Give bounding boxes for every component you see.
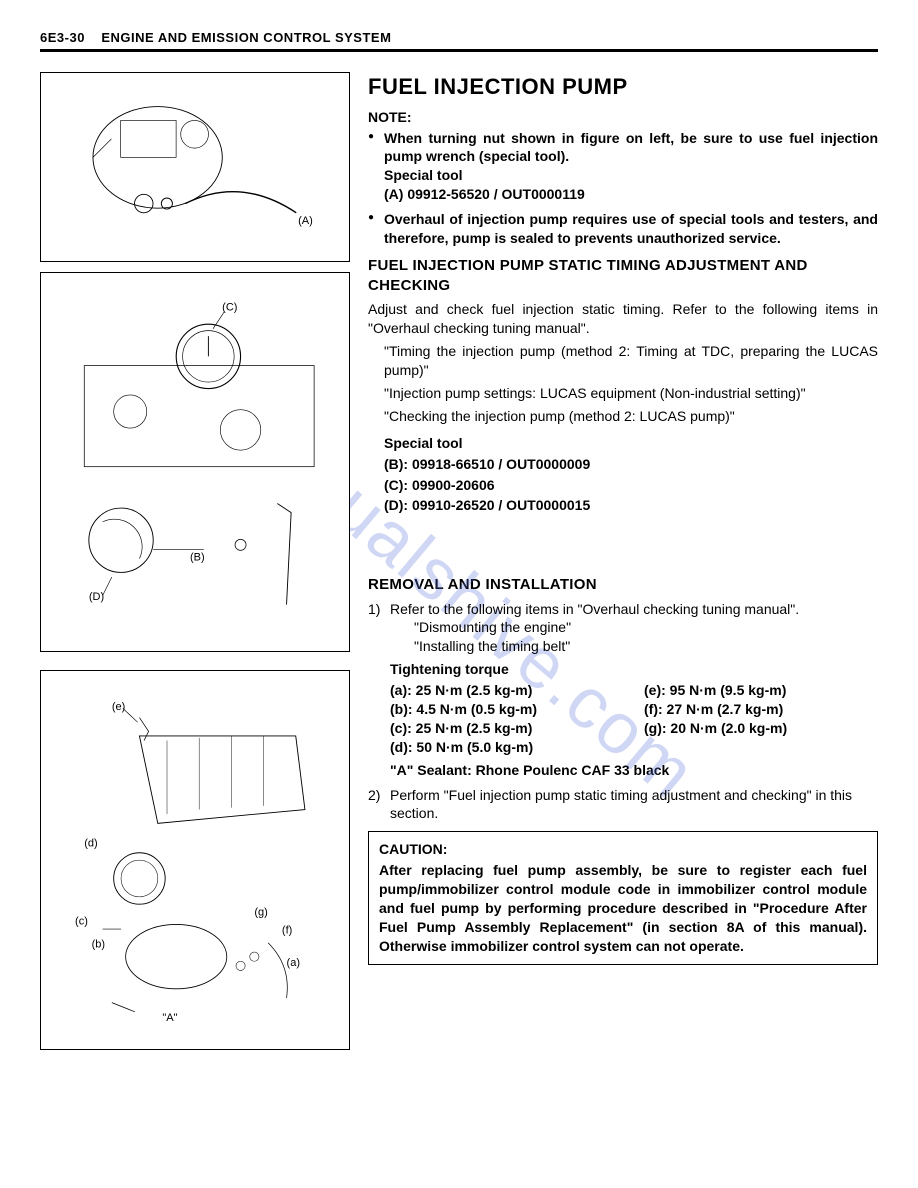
torque-grid: (a): 25 N·m (2.5 kg-m) (e): 95 N·m (9.5 … — [368, 681, 878, 757]
figure-column: (A) (C) (B) (D) — [40, 72, 350, 1050]
step1-text: Refer to the following items in "Overhau… — [390, 601, 799, 617]
sealant-line: "A" Sealant: Rhone Poulenc CAF 33 black — [368, 761, 878, 780]
figure2-label-d: (D) — [89, 591, 104, 603]
torque-b: (b): 4.5 N·m (0.5 kg-m) — [390, 700, 624, 719]
caution-body: After replacing fuel pump assembly, be s… — [379, 861, 867, 955]
timing-drawing-icon: (C) (B) (D) — [56, 292, 333, 632]
torque-g: (g): 20 N·m (2.0 kg-m) — [644, 719, 878, 738]
text-column: FUEL INJECTION PUMP NOTE: When turning n… — [368, 72, 878, 1050]
special-tool-block: Special tool (B): 09918-66510 / OUT00000… — [368, 434, 878, 516]
figure-removal: (e) (d) (c) (b) (g) (f) (a) — [40, 670, 350, 1050]
pump-drawing-icon: (A) — [56, 82, 333, 251]
step2-num: 2) — [368, 786, 380, 805]
torque-e: (e): 95 N·m (9.5 kg-m) — [644, 681, 878, 700]
section-title: ENGINE AND EMISSION CONTROL SYSTEM — [101, 30, 391, 45]
timing-heading: FUEL INJECTION PUMP STATIC TIMING ADJUST… — [368, 256, 878, 297]
tightening-label: Tightening torque — [368, 660, 878, 679]
figure2-label-b: (B) — [190, 551, 205, 563]
removal-step2-list: 2) Perform "Fuel injection pump static t… — [368, 786, 878, 824]
main-layout: (A) (C) (B) (D) — [40, 72, 878, 1050]
note-bullet-2: Overhaul of injection pump requires use … — [368, 210, 878, 248]
torque-d: (d): 50 N·m (5.0 kg-m) — [390, 738, 624, 757]
figure3-label-b: (b) — [92, 938, 105, 950]
figure-timing: (C) (B) (D) — [40, 272, 350, 652]
special-tool-label: Special tool — [384, 434, 878, 453]
figure3-label-g: (g) — [255, 906, 268, 918]
figure3-label-a: (a) — [287, 957, 300, 969]
step1-sub2: "Installing the timing belt" — [390, 637, 878, 656]
figure3-label-e: (e) — [112, 701, 125, 713]
figure1-label-a: (A) — [298, 215, 313, 227]
page-header: 6E3-30 ENGINE AND EMISSION CONTROL SYSTE… — [40, 30, 878, 52]
tool-d: (D): 09910-26520 / OUT0000015 — [384, 496, 878, 515]
removal-heading: REMOVAL AND INSTALLATION — [368, 575, 878, 595]
special-tool-a: (A) 09912-56520 / OUT0000119 — [384, 186, 585, 202]
figure3-label-A: "A" — [163, 1012, 178, 1024]
figure3-label-c: (c) — [75, 915, 88, 927]
removal-steps: 1) Refer to the following items in "Over… — [368, 600, 878, 657]
main-title: FUEL INJECTION PUMP — [368, 72, 878, 102]
special-tool-label-inline: Special tool — [384, 167, 463, 183]
figure3-label-f: (f) — [282, 925, 292, 937]
removal-drawing-icon: (e) (d) (c) (b) (g) (f) (a) — [56, 690, 333, 1030]
torque-a: (a): 25 N·m (2.5 kg-m) — [390, 681, 624, 700]
tool-b: (B): 09918-66510 / OUT0000009 — [384, 455, 878, 474]
tool-c: (C): 09900-20606 — [384, 476, 878, 495]
torque-f: (f): 27 N·m (2.7 kg-m) — [644, 700, 878, 719]
timing-item-3: "Checking the injection pump (method 2: … — [384, 407, 878, 426]
figure-pump-wrench: (A) — [40, 72, 350, 262]
timing-items: "Timing the injection pump (method 2: Ti… — [368, 342, 878, 426]
timing-intro: Adjust and check fuel injection static t… — [368, 300, 878, 338]
caution-label: CAUTION: — [379, 840, 867, 859]
removal-step-1: 1) Refer to the following items in "Over… — [368, 600, 878, 657]
note-bullet-1: When turning nut shown in figure on left… — [368, 129, 878, 205]
note-bullet-1-text: When turning nut shown in figure on left… — [384, 130, 878, 165]
figure2-label-c: (C) — [223, 301, 238, 313]
step1-num: 1) — [368, 600, 380, 619]
timing-item-2: "Injection pump settings: LUCAS equipmen… — [384, 384, 878, 403]
figure3-label-d: (d) — [85, 837, 98, 849]
page-ref: 6E3-30 — [40, 30, 85, 45]
removal-step-2: 2) Perform "Fuel injection pump static t… — [368, 786, 878, 824]
caution-box: CAUTION: After replacing fuel pump assem… — [368, 831, 878, 964]
note-bullets: When turning nut shown in figure on left… — [368, 129, 878, 248]
step2-text: Perform "Fuel injection pump static timi… — [390, 787, 852, 822]
step1-sub1: "Dismounting the engine" — [390, 618, 878, 637]
note-label: NOTE: — [368, 108, 878, 127]
torque-c: (c): 25 N·m (2.5 kg-m) — [390, 719, 624, 738]
timing-item-1: "Timing the injection pump (method 2: Ti… — [384, 342, 878, 380]
